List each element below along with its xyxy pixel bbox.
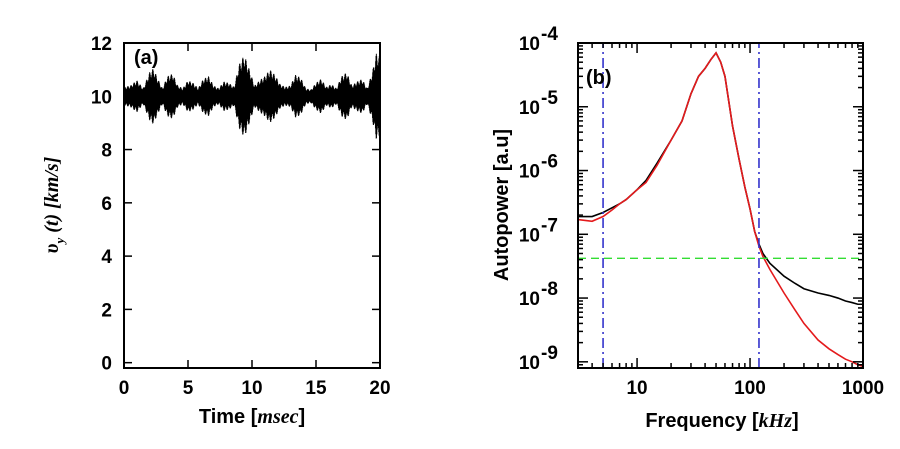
panel-b-y-tick-label: 10 xyxy=(519,98,540,119)
panel-b-y-tick-exponent: -7 xyxy=(541,215,558,236)
panel-b-x-tick-label: 1000 xyxy=(842,378,884,399)
panel-a-y-tick-label: 12 xyxy=(91,34,112,55)
panel-b-fitted-spectrum xyxy=(577,51,864,368)
panel-a-time-series: 0 5 10 15 20 0 2 4 6 8 10 12 (a) Time [msec] υy (t)… xyxy=(41,34,391,428)
panel-a-y-tick-label: 4 xyxy=(101,247,112,268)
panel-a-x-tick-label: 10 xyxy=(241,378,262,399)
panel-a-y-tick-label: 10 xyxy=(91,87,112,108)
panel-b-y-tick-label: 10 xyxy=(519,353,540,374)
panel-b-measured-spectrum xyxy=(578,51,863,306)
panel-b-frame xyxy=(577,42,864,369)
panel-b-x-tick-label: 10 xyxy=(626,378,647,399)
panel-a-tag: (a) xyxy=(134,47,158,69)
panel-a-ticks: 0 5 10 15 20 0 2 4 6 8 10 12 xyxy=(91,34,391,399)
panel-a-y-tick-label: 8 xyxy=(101,141,112,162)
panel-b-y-tick-label: 10 xyxy=(519,225,540,246)
panel-b-x-axis-label: Frequency [kHz] xyxy=(645,410,798,432)
panel-a-x-axis-label: Time [msec] xyxy=(199,406,305,428)
panel-b-y-tick-label: 10 xyxy=(519,289,540,310)
panel-a-y-tick-label: 6 xyxy=(101,194,112,215)
panel-a-y-tick-label: 2 xyxy=(101,300,112,321)
panel-a-y-axis-label: υy (t) [km/s] xyxy=(41,156,67,253)
panel-b-y-tick-label: 10 xyxy=(519,162,540,183)
panel-a-x-tick-label: 20 xyxy=(369,378,390,399)
panel-b-y-tick-exponent: -9 xyxy=(541,343,558,364)
panel-a-plot-area xyxy=(123,53,381,139)
panel-b-y-tick-exponent: -4 xyxy=(541,24,558,45)
panel-b-y-tick-exponent: -5 xyxy=(541,88,558,109)
panel-a-x-tick-label: 0 xyxy=(119,378,130,399)
panel-b-plot-area xyxy=(577,43,864,368)
panel-b-y-axis-label: Autopower [a.u] xyxy=(491,129,513,281)
panel-b-y-tick-exponent: -6 xyxy=(541,152,558,173)
panel-a-velocity-series xyxy=(123,53,381,139)
panel-b-y-tick-exponent: -8 xyxy=(541,279,558,300)
panel-a-y-tick-label: 0 xyxy=(101,354,112,375)
panel-b-x-tick-label: 100 xyxy=(734,378,766,399)
panel-b-y-tick-label: 10 xyxy=(519,34,540,55)
panel-b-tag: (b) xyxy=(586,67,612,89)
panel-a-x-tick-label: 15 xyxy=(305,378,327,399)
panel-a-x-tick-label: 5 xyxy=(183,378,194,399)
